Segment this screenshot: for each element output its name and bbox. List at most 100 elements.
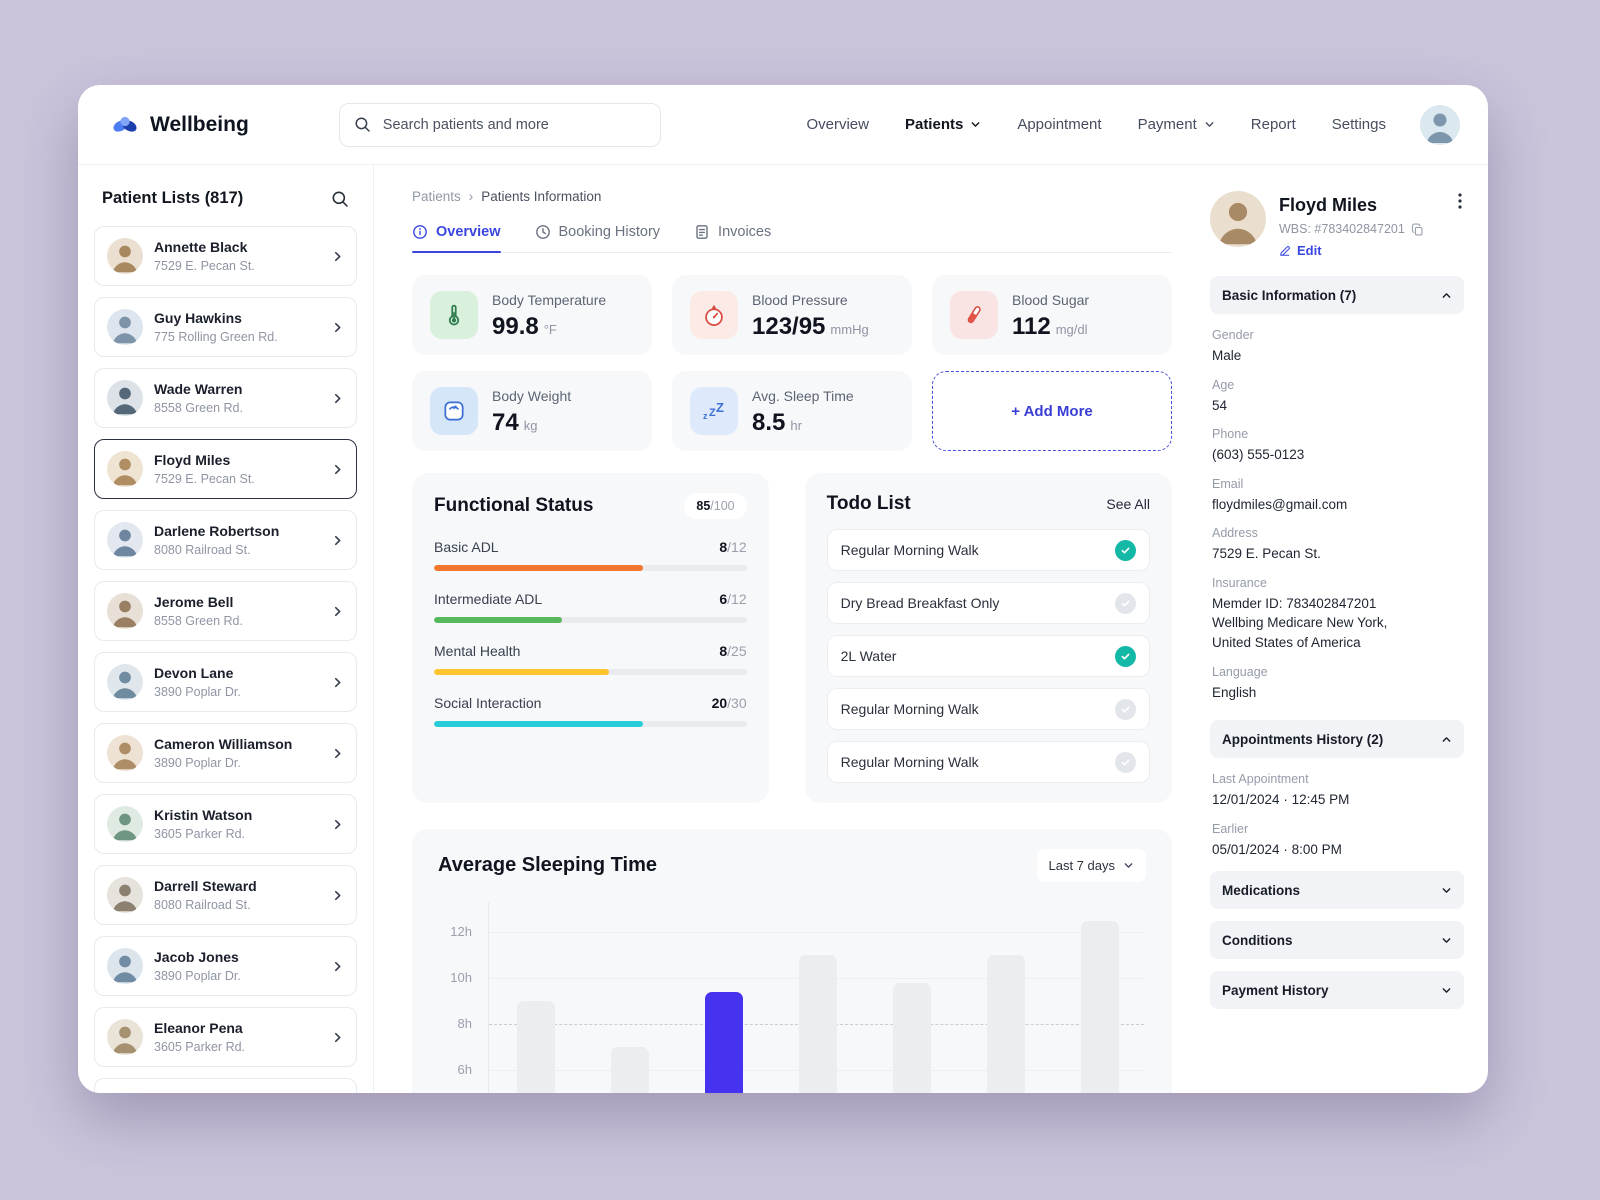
main-nav: Overview Patients Appointment Payment Report… [806, 116, 1386, 133]
chevron-right-icon [334, 393, 341, 403]
todo-list: Regular Morning Walk Dry Bread Breakfast … [826, 529, 1150, 783]
app-logo[interactable]: Wellbeing [110, 112, 249, 138]
fs-item-mental-health: Mental Health 8/25 [434, 643, 747, 675]
copy-icon[interactable] [1411, 223, 1424, 236]
patient-address: 8080 Railroad St. [154, 543, 251, 557]
patient-name: Guy Hawkins [154, 310, 242, 326]
period-dropdown[interactable]: Last 7 days [1036, 849, 1146, 882]
field-value: 05/01/2024 · 8:00 PM [1212, 841, 1342, 857]
patient-info: Jerome Bell 8558 Green Rd. [154, 594, 320, 628]
field-value: 12/01/2024 · 12:45 PM [1212, 792, 1350, 808]
y-axis-label: 12h [450, 924, 472, 939]
todo-item-2l-water[interactable]: 2L Water [826, 635, 1150, 677]
sidebar-search-icon[interactable] [331, 190, 349, 208]
check-icon [1121, 706, 1130, 713]
patient-list-item-partial[interactable] [94, 1078, 357, 1093]
breadcrumb-patients[interactable]: Patients [412, 189, 461, 204]
vital-card-blood-sugar: Blood Sugar 112 mg/dl [932, 275, 1172, 355]
todo-label: Regular Morning Walk [840, 542, 979, 558]
section-header-medications[interactable]: Medications [1210, 871, 1464, 910]
patient-address: 3605 Parker Rd. [154, 1040, 246, 1054]
vital-icon-tile [430, 291, 478, 339]
patient-list-item-darrell-steward[interactable]: Darrell Steward 8080 Railroad St. [94, 865, 357, 925]
patient-list-sidebar: Patient Lists (817) Annette Black 7529 E.… [78, 165, 374, 1093]
patient-address: 775 Rolling Green Rd. [154, 330, 278, 344]
info-icon [413, 225, 427, 239]
section-header-basic-information-7[interactable]: Basic Information (7) [1210, 276, 1464, 314]
tab-bar: Overview Booking History Invoices [412, 224, 1172, 253]
nav-item-appointment[interactable]: Appointment [1017, 116, 1101, 133]
nav-item-report[interactable]: Report [1251, 116, 1296, 133]
vital-unit: °F [543, 321, 557, 337]
vital-value: 99.8 [492, 312, 539, 340]
patient-list-item-guy-hawkins[interactable]: Guy Hawkins 775 Rolling Green Rd. [94, 297, 357, 357]
tab-invoices[interactable]: Invoices [694, 224, 771, 252]
todo-checkbox[interactable] [1114, 698, 1136, 720]
patient-name: Devon Lane [154, 665, 234, 681]
chevron-up-icon [1442, 292, 1451, 298]
patient-list-item-devon-lane[interactable]: Devon Lane 3890 Poplar Dr. [94, 652, 357, 712]
patient-list-item-annette-black[interactable]: Annette Black 7529 E. Pecan St. [94, 226, 357, 286]
patient-list-item-jerome-bell[interactable]: Jerome Bell 8558 Green Rd. [94, 581, 357, 641]
tab-booking-history[interactable]: Booking History [535, 224, 660, 252]
vital-value: 112 [1012, 312, 1051, 340]
patient-list-item-cameron-williamson[interactable]: Cameron Williamson 3890 Poplar Dr. [94, 723, 357, 783]
check-icon [1121, 653, 1130, 660]
search-input[interactable] [380, 115, 646, 134]
see-all-link[interactable]: See All [1106, 496, 1150, 512]
field-value: 54 [1212, 397, 1228, 413]
todo-checkbox[interactable] [1114, 539, 1136, 561]
vital-card-blood-pressure: Blood Pressure 123/95 mmHg [672, 275, 912, 355]
patient-list-item-eleanor-pena[interactable]: Eleanor Pena 3605 Parker Rd. [94, 1007, 357, 1067]
patient-list-item-kristin-watson[interactable]: Kristin Watson 3605 Parker Rd. [94, 794, 357, 854]
chart-bar [705, 991, 743, 1093]
user-avatar[interactable] [1420, 104, 1460, 145]
chart-bar [1081, 920, 1119, 1093]
vital-icon-tile [430, 387, 478, 435]
avatar-image [107, 806, 143, 842]
patient-name: Jacob Jones [154, 949, 239, 965]
todo-item-dry-bread-breakfast-only[interactable]: Dry Bread Breakfast Only [826, 582, 1150, 624]
chevron-right-icon [334, 322, 341, 332]
chevron-down-icon [1124, 863, 1133, 868]
y-axis-label: 10h [450, 970, 472, 985]
nav-item-overview[interactable]: Overview [806, 116, 869, 133]
edit-patient-button[interactable]: Edit [1279, 243, 1424, 258]
patient-list-item-darlene-robertson[interactable]: Darlene Robertson 8080 Railroad St. [94, 510, 357, 570]
patient-list-item-floyd-miles[interactable]: Floyd Miles 7529 E. Pecan St. [94, 439, 357, 499]
todo-checkbox[interactable] [1114, 645, 1136, 667]
vital-unit: kg [523, 417, 538, 433]
kebab-menu-icon[interactable] [1456, 191, 1464, 216]
patient-list-item-jacob-jones[interactable]: Jacob Jones 3890 Poplar Dr. [94, 936, 357, 996]
nav-item-patients[interactable]: Patients [905, 116, 981, 133]
chevron-right-icon [334, 251, 341, 261]
nav-item-settings[interactable]: Settings [1332, 116, 1386, 133]
todo-checkbox[interactable] [1114, 592, 1136, 614]
patient-name: Kristin Watson [154, 807, 253, 823]
todo-item-regular-morning-walk[interactable]: Regular Morning Walk [826, 688, 1150, 730]
functional-status-score-badge: 85/100 [684, 493, 747, 519]
section-header-conditions[interactable]: Conditions [1210, 921, 1464, 960]
chart-plot-area [488, 902, 1144, 1093]
add-more-vital-button[interactable]: + Add More [932, 371, 1172, 451]
patient-avatar [107, 1019, 143, 1055]
fs-progress-track [434, 669, 747, 675]
window-body: Patient Lists (817) Annette Black 7529 E.… [78, 165, 1488, 1093]
todo-item-regular-morning-walk[interactable]: Regular Morning Walk [826, 529, 1150, 571]
todo-item-regular-morning-walk[interactable]: Regular Morning Walk [826, 741, 1150, 783]
tab-label: Invoices [718, 224, 772, 240]
patient-list-item-wade-warren[interactable]: Wade Warren 8558 Green Rd. [94, 368, 357, 428]
patient-avatar [107, 309, 143, 345]
section-header-payment-history[interactable]: Payment History [1210, 971, 1464, 1010]
field-gender: Gender Male [1212, 328, 1462, 366]
vital-value: 8.5 [752, 408, 786, 436]
section-header-appointments-history-2[interactable]: Appointments History (2) [1210, 720, 1464, 759]
nav-item-payment[interactable]: Payment [1138, 116, 1215, 133]
tab-overview[interactable]: Overview [412, 224, 501, 253]
chart-title: Average Sleeping Time [438, 854, 657, 876]
todo-label: 2L Water [840, 648, 897, 664]
todo-checkbox[interactable] [1114, 751, 1136, 773]
header-search[interactable] [338, 102, 661, 147]
section-body-appointments-history-2: Last Appointment 12/01/2024 · 12:45 PM Ear… [1210, 758, 1464, 859]
